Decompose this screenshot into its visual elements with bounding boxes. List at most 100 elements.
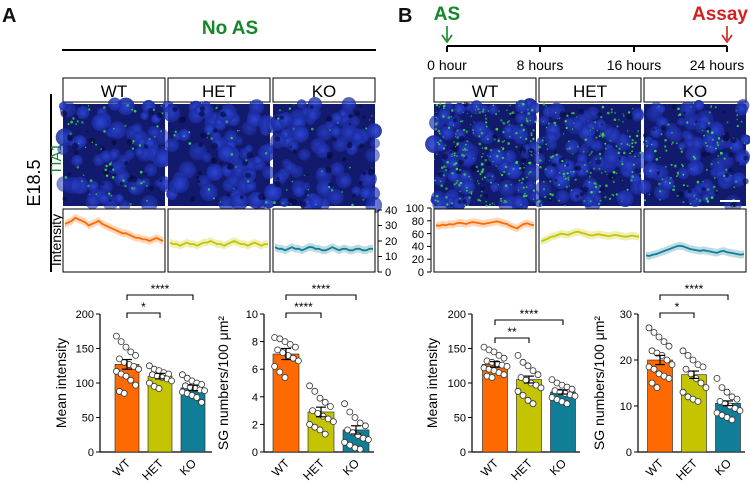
tia1-puncta bbox=[477, 107, 480, 111]
data-point bbox=[346, 408, 354, 416]
tia1-puncta bbox=[445, 144, 447, 146]
tia1-puncta bbox=[445, 187, 448, 190]
dark-gap bbox=[274, 181, 281, 188]
tia1-puncta bbox=[542, 180, 545, 183]
tia1-puncta bbox=[553, 121, 557, 125]
tia1-puncta bbox=[132, 142, 134, 144]
tia1-puncta bbox=[520, 111, 523, 113]
tia1-puncta bbox=[230, 153, 234, 156]
profile-b-tick: 40 bbox=[412, 241, 424, 253]
nucleus bbox=[498, 195, 516, 213]
tia1-puncta bbox=[601, 135, 604, 138]
data-point bbox=[329, 418, 337, 426]
tia1-puncta bbox=[131, 147, 135, 150]
tia1-puncta bbox=[496, 155, 499, 158]
tia1-puncta bbox=[634, 141, 637, 144]
tia1-puncta bbox=[589, 171, 592, 174]
nucleus bbox=[262, 142, 275, 155]
tia1-puncta bbox=[293, 104, 295, 106]
dark-gap bbox=[618, 157, 621, 160]
tia1-puncta bbox=[435, 116, 437, 119]
tia1-puncta bbox=[530, 151, 533, 153]
tia1-puncta bbox=[702, 181, 704, 183]
tia1-puncta bbox=[337, 121, 339, 124]
dark-gap bbox=[367, 168, 375, 176]
tia1-puncta bbox=[82, 174, 85, 176]
profile-line-wt bbox=[64, 216, 164, 242]
tia1-puncta bbox=[525, 186, 528, 189]
dark-gap bbox=[600, 123, 604, 126]
tia1-puncta bbox=[570, 171, 572, 173]
nucleus bbox=[586, 120, 598, 132]
tia1-puncta bbox=[440, 180, 442, 183]
nucleus bbox=[296, 99, 307, 109]
dark-gap bbox=[143, 144, 149, 149]
tia1-puncta bbox=[470, 179, 472, 180]
tia1-puncta bbox=[693, 157, 697, 160]
tia1-puncta bbox=[723, 157, 726, 160]
tia1-puncta bbox=[500, 119, 503, 122]
dark-gap bbox=[743, 155, 748, 161]
nucleus bbox=[309, 194, 324, 210]
tia1-puncta bbox=[442, 136, 445, 139]
nucleus bbox=[501, 183, 511, 193]
tia1-puncta bbox=[491, 202, 494, 205]
data-point bbox=[168, 377, 176, 385]
dark-gap bbox=[210, 157, 218, 164]
dark-gap bbox=[196, 179, 200, 183]
significance-bracket bbox=[659, 312, 695, 318]
tia1-puncta bbox=[714, 106, 717, 109]
chart-b-mean-intensity: 0 50 100 150 200 Mean intensity WT HET KO ****** bbox=[424, 307, 580, 483]
tia1-puncta bbox=[618, 119, 620, 121]
tia1-puncta bbox=[545, 127, 548, 129]
nucleus bbox=[479, 104, 489, 114]
y-tick-label: 150 bbox=[76, 344, 94, 356]
tia1-puncta bbox=[142, 180, 145, 183]
tia1-puncta bbox=[598, 167, 601, 170]
tia1-puncta bbox=[328, 185, 331, 189]
tia1-puncta bbox=[726, 121, 729, 124]
dark-gap bbox=[559, 111, 566, 118]
nucleus bbox=[348, 116, 360, 127]
dark-gap bbox=[567, 112, 571, 116]
tia1-puncta bbox=[502, 147, 505, 150]
tia1-puncta bbox=[504, 165, 508, 169]
nucleus bbox=[593, 193, 602, 203]
tia1-puncta bbox=[634, 155, 636, 158]
tia1-puncta bbox=[509, 112, 512, 115]
assay-label: Assay bbox=[692, 4, 748, 25]
tia1-puncta bbox=[594, 182, 598, 186]
tia1-puncta bbox=[549, 193, 552, 196]
tia1-puncta bbox=[225, 120, 229, 124]
profile-line-ko bbox=[274, 246, 373, 252]
tia1-puncta bbox=[604, 196, 607, 199]
nucleus bbox=[55, 128, 74, 147]
tia1-puncta bbox=[173, 134, 176, 137]
tia1-puncta bbox=[521, 123, 523, 126]
data-point bbox=[514, 387, 522, 395]
dark-gap bbox=[226, 165, 231, 170]
dark-gap bbox=[213, 128, 217, 133]
tia1-puncta bbox=[480, 162, 484, 166]
tia1-puncta bbox=[678, 113, 682, 116]
tia1-puncta bbox=[660, 133, 663, 136]
nucleus bbox=[206, 164, 224, 181]
tia1-puncta bbox=[703, 134, 705, 137]
tia1-puncta bbox=[689, 202, 692, 205]
nucleus bbox=[201, 152, 212, 163]
data-point bbox=[286, 340, 294, 348]
nucleus bbox=[521, 187, 531, 197]
tia1-puncta bbox=[481, 110, 484, 113]
significance-bracket bbox=[494, 319, 564, 325]
tia1-puncta bbox=[656, 170, 658, 171]
profile-a-tick: 20 bbox=[385, 236, 397, 248]
tia1-puncta bbox=[479, 199, 482, 202]
data-point bbox=[718, 384, 726, 392]
dark-gap bbox=[60, 110, 68, 118]
y-tick-label: 20 bbox=[620, 355, 632, 367]
x-tick-label: HET bbox=[300, 456, 327, 483]
dark-gap bbox=[451, 144, 459, 152]
tia1-puncta bbox=[188, 131, 191, 134]
tia1-puncta bbox=[615, 145, 618, 148]
tia1-puncta bbox=[530, 134, 533, 137]
